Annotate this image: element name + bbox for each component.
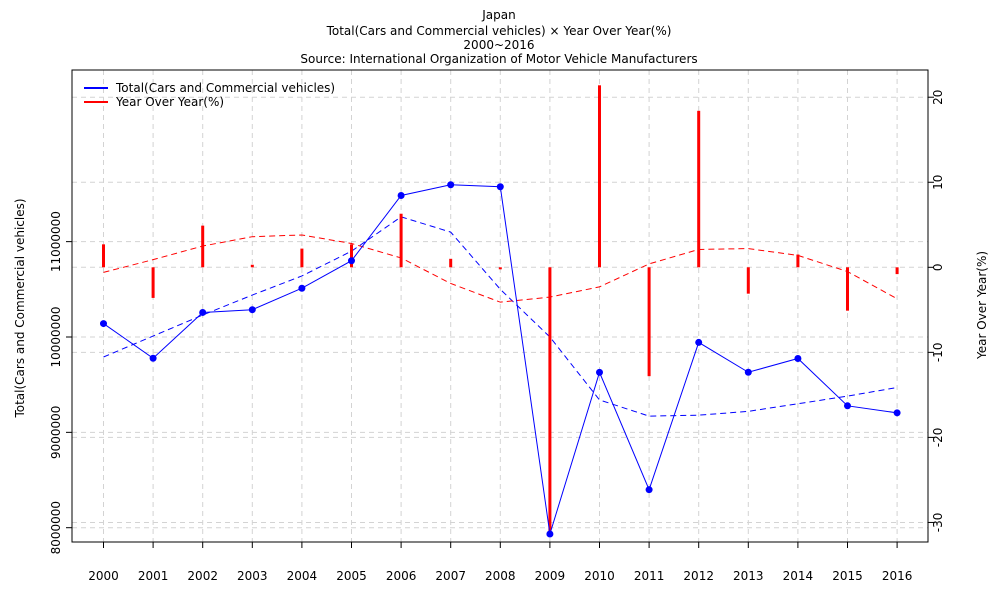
total-point-2015 xyxy=(844,402,851,410)
yoy-bar-2014 xyxy=(796,254,800,268)
title-line-1: Japan xyxy=(481,8,515,22)
title-line-4: Source: International Organization of Mo… xyxy=(300,52,697,66)
title-line-2: Total(Cars and Commercial vehicles) × Ye… xyxy=(326,24,672,38)
total-point-2012 xyxy=(695,338,703,346)
x-tick-label-2009: 2009 xyxy=(535,569,566,583)
y-right-tick-label--20: -20 xyxy=(931,428,945,448)
y-left-tick-label-11000000: 11000000 xyxy=(49,211,63,272)
yoy-bar-2002 xyxy=(201,225,205,268)
trend-line-right xyxy=(103,234,898,303)
total-point-2011 xyxy=(645,486,653,494)
total-point-2002 xyxy=(199,308,207,316)
total-point-2014 xyxy=(794,354,802,362)
y-right-tick-label-0: 0 xyxy=(931,263,945,271)
yoy-bar-2004 xyxy=(300,248,304,268)
chart-title: Japan Total(Cars and Commercial vehicles… xyxy=(300,8,697,66)
x-tick-label-2006: 2006 xyxy=(386,569,417,583)
yoy-bar-2012 xyxy=(697,110,701,268)
yoy-bar-2009 xyxy=(548,267,552,536)
x-tick-label-2003: 2003 xyxy=(237,569,268,583)
grid-layer xyxy=(72,70,928,542)
x-tick-label-2002: 2002 xyxy=(187,569,218,583)
axis-layer: 2000 2001 2002 2003 2004 2005 2006 2007 2008 2009… xyxy=(49,90,945,583)
x-tick-label-2015: 2015 xyxy=(832,569,863,583)
total-point-2003 xyxy=(248,306,256,314)
title-line-3: 2000~2016 xyxy=(463,38,534,52)
trend-line-left xyxy=(103,216,898,417)
x-tick-label-2000: 2000 xyxy=(88,569,119,583)
yoy-bar-2001 xyxy=(151,267,155,298)
y-right-tick-label-10: 10 xyxy=(931,175,945,190)
x-tick-label-2004: 2004 xyxy=(287,569,318,583)
total-point-2013 xyxy=(744,368,752,376)
total-point-2008 xyxy=(496,183,504,191)
y-left-tick-label-10000000: 10000000 xyxy=(49,306,63,367)
total-point-2009 xyxy=(546,530,554,538)
legend: Total(Cars and Commercial vehicles) Year… xyxy=(84,81,335,109)
yoy-bar-2008 xyxy=(498,267,502,270)
legend-label-yoy: Year Over Year(%) xyxy=(115,95,224,109)
x-tick-label-2016: 2016 xyxy=(882,569,913,583)
yoy-bar-2006 xyxy=(399,213,403,268)
total-point-2000 xyxy=(100,320,107,328)
x-tick-label-2001: 2001 xyxy=(138,569,169,583)
x-tick-label-2014: 2014 xyxy=(783,569,814,583)
y-right-tick-label--30: -30 xyxy=(931,513,945,533)
total-point-2005 xyxy=(348,257,355,265)
yoy-bar-2016 xyxy=(895,267,899,275)
yoy-bar-2013 xyxy=(746,267,750,294)
y-left-tick-label-8000000: 8000000 xyxy=(49,501,63,554)
yoy-bar-2003 xyxy=(250,264,254,268)
total-point-2007 xyxy=(447,181,455,189)
yoy-bar-2011 xyxy=(647,267,651,377)
x-tick-label-2008: 2008 xyxy=(485,569,516,583)
x-tick-label-2010: 2010 xyxy=(584,569,615,583)
total-point-2010 xyxy=(596,368,603,376)
x-tick-label-2011: 2011 xyxy=(634,569,665,583)
yoy-bar-2005 xyxy=(350,244,353,268)
y-axis-left-label: Total(Cars and Commercial vehicles) xyxy=(13,198,27,418)
total-point-2006 xyxy=(397,191,405,199)
x-tick-label-2007: 2007 xyxy=(435,569,466,583)
yoy-bar-2000 xyxy=(102,244,105,268)
y-axis-right-label: Year Over Year(%) xyxy=(975,251,989,360)
y-right-tick-label--10: -10 xyxy=(931,343,945,363)
x-tick-label-2012: 2012 xyxy=(683,569,714,583)
total-point-2001 xyxy=(149,354,157,362)
x-tick-label-2013: 2013 xyxy=(733,569,764,583)
y-left-tick-label-9000000: 9000000 xyxy=(49,406,63,459)
legend-label-total: Total(Cars and Commercial vehicles) xyxy=(115,81,335,95)
total-point-2016 xyxy=(893,409,901,417)
y-right-tick-label-20: 20 xyxy=(931,90,945,105)
yoy-bar-2010 xyxy=(598,85,601,268)
yoy-bar-2015 xyxy=(846,267,849,311)
yoy-bar-2007 xyxy=(449,258,453,268)
total-point-2004 xyxy=(298,284,306,292)
x-tick-label-2005: 2005 xyxy=(336,569,367,583)
data-layer xyxy=(100,85,901,538)
